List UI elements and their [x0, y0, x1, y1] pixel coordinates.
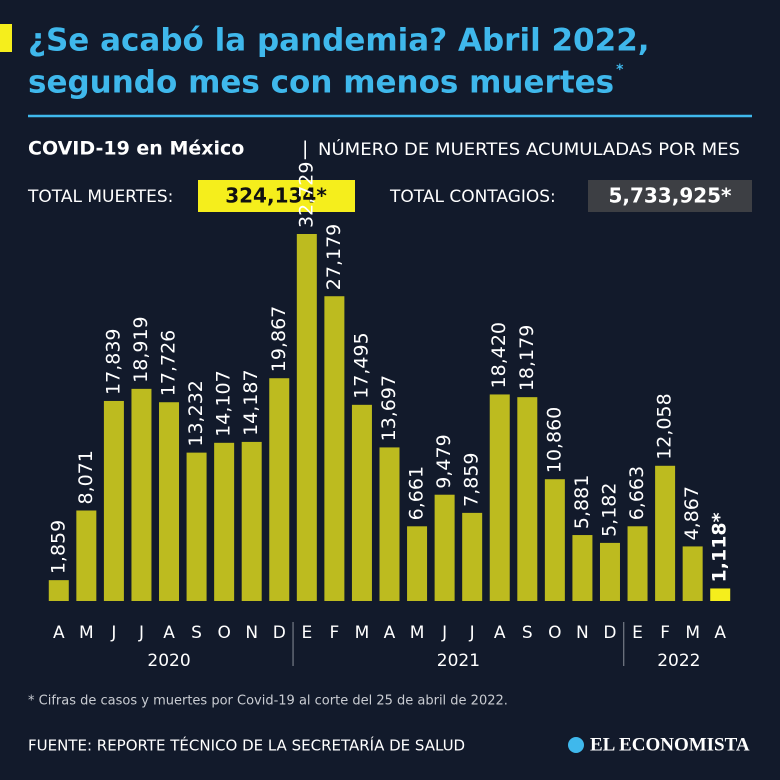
- x-tick-label: E: [301, 623, 312, 643]
- bar: [269, 378, 290, 601]
- value-label: 9,479: [433, 434, 455, 488]
- x-tick-label: J: [138, 623, 144, 643]
- bar: [131, 388, 152, 601]
- x-tick-label: S: [522, 623, 533, 643]
- bar: [324, 296, 345, 601]
- x-tick-label: E: [632, 623, 643, 643]
- x-tick-label: M: [79, 623, 94, 643]
- value-label: 4,867: [681, 486, 703, 540]
- value-label: 17,495: [350, 332, 372, 398]
- bar: [241, 441, 262, 601]
- x-tick-label: M: [410, 623, 425, 643]
- total-deaths-label: TOTAL MUERTES:: [27, 187, 173, 207]
- total-deaths-box: [198, 180, 355, 212]
- bar: [544, 479, 565, 601]
- x-tick-label: D: [603, 623, 616, 643]
- value-label: 18,919: [130, 316, 152, 382]
- title: segundo mes con menos muertes: [28, 65, 614, 101]
- bar: [103, 400, 124, 601]
- bar: [710, 588, 731, 601]
- year-label: 2021: [437, 651, 480, 671]
- x-tick-label: D: [273, 623, 286, 643]
- x-tick-label: N: [245, 623, 258, 643]
- value-label: 13,232: [185, 380, 207, 446]
- x-tick-label: J: [469, 623, 475, 643]
- year-label: 2020: [147, 651, 190, 671]
- x-tick-label: A: [53, 623, 65, 643]
- bar: [159, 402, 180, 601]
- value-label: 13,697: [378, 375, 400, 441]
- value-label: 32,729: [295, 162, 317, 228]
- x-tick-label: O: [217, 623, 230, 643]
- year-label: 2022: [657, 651, 700, 671]
- x-tick-label: F: [329, 623, 339, 643]
- plot: 1,859 A 8,071 M 17,839 J 18,919 J 17,726 A 13,232 S…: [47, 162, 730, 671]
- total-cases-label: TOTAL CONTAGIOS:: [389, 187, 556, 207]
- x-tick-label: A: [714, 623, 726, 643]
- x-tick-label: F: [660, 623, 670, 643]
- subtitle-separator: |: [302, 138, 308, 160]
- subtitle-bold: COVID-19 en México: [28, 138, 244, 160]
- value-label: 10,860: [543, 407, 565, 473]
- bar: [627, 526, 648, 601]
- x-tick-label: A: [163, 623, 175, 643]
- x-tick-label: O: [548, 623, 561, 643]
- footnote: * Cifras de casos y muertes por Covid-19…: [28, 694, 508, 709]
- value-label: 6,663: [626, 466, 648, 520]
- bar: [682, 546, 703, 601]
- value-label: 27,179: [323, 224, 345, 290]
- x-tick-label: S: [191, 623, 202, 643]
- brand: EL ECONOMISTA: [590, 734, 750, 755]
- x-tick-label: M: [355, 623, 370, 643]
- value-label: 5,182: [598, 482, 620, 536]
- value-label: 7,859: [461, 452, 483, 506]
- subtitle: NÚMERO DE MUERTES ACUMULADAS POR MES: [318, 138, 740, 160]
- x-tick-label: A: [494, 623, 506, 643]
- bar: [517, 397, 538, 601]
- bar: [572, 535, 593, 601]
- value-label: 8,071: [75, 450, 97, 504]
- total-deaths: 324,134*: [225, 184, 327, 208]
- x-tick-label: M: [685, 623, 700, 643]
- title-mark: *: [616, 62, 624, 78]
- bar: [214, 442, 235, 601]
- value-label: 19,867: [268, 306, 290, 372]
- bar: [462, 512, 483, 601]
- source: FUENTE: REPORTE TÉCNICO DE LA SECRETARÍA…: [28, 736, 465, 755]
- x-tick-label: N: [576, 623, 589, 643]
- value-label: 6,661: [406, 466, 428, 520]
- accent-bar: [0, 24, 12, 52]
- brand-icon: [568, 737, 584, 753]
- value-label: 18,179: [516, 325, 538, 391]
- x-tick-label: A: [384, 623, 396, 643]
- bar: [489, 394, 510, 601]
- value-label: 1,118*: [709, 512, 731, 582]
- bar: [434, 494, 455, 601]
- bar: [379, 447, 400, 601]
- value-label: 17,839: [102, 328, 124, 394]
- value-label: 14,107: [213, 370, 235, 436]
- bar: [599, 542, 620, 601]
- total-cases-box: [588, 180, 752, 212]
- value-label: 1,859: [47, 520, 69, 574]
- bar: [186, 452, 207, 601]
- bar: [655, 465, 676, 601]
- bar: [296, 234, 317, 601]
- value-label: 12,058: [654, 393, 676, 459]
- x-tick-label: J: [441, 623, 447, 643]
- bar: [76, 510, 97, 601]
- value-label: 17,726: [158, 330, 180, 396]
- bar: [407, 526, 428, 601]
- value-label: 18,420: [488, 322, 510, 388]
- value-label: 14,187: [240, 369, 262, 435]
- title: ¿Se acabó la pandemia? Abril 2022,: [28, 23, 650, 59]
- value-label: 5,881: [571, 475, 593, 529]
- bar: [351, 404, 372, 601]
- x-tick-label: J: [110, 623, 116, 643]
- bar: [48, 580, 69, 601]
- total-cases: 5,733,925*: [608, 184, 732, 208]
